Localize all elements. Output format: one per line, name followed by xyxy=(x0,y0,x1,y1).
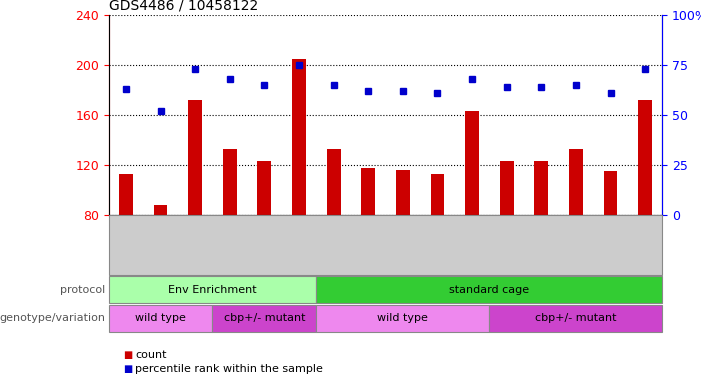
Text: ■: ■ xyxy=(123,364,132,374)
Text: Env Enrichment: Env Enrichment xyxy=(168,285,257,295)
Text: standard cage: standard cage xyxy=(449,285,529,295)
Bar xyxy=(292,59,306,215)
Bar xyxy=(430,174,444,215)
Text: ▶: ▶ xyxy=(107,312,121,325)
Bar xyxy=(223,149,237,215)
Text: wild type: wild type xyxy=(135,313,186,323)
Bar xyxy=(189,100,202,215)
Bar xyxy=(154,205,168,215)
Text: ▶: ▶ xyxy=(107,283,121,296)
Text: ■: ■ xyxy=(123,350,132,360)
Text: cbp+/- mutant: cbp+/- mutant xyxy=(535,313,617,323)
Bar xyxy=(361,167,375,215)
Bar xyxy=(638,100,652,215)
Bar xyxy=(569,149,583,215)
Text: wild type: wild type xyxy=(377,313,428,323)
Bar xyxy=(500,161,514,215)
Bar xyxy=(327,149,341,215)
Text: protocol: protocol xyxy=(60,285,105,295)
Bar xyxy=(396,170,410,215)
Bar xyxy=(465,111,479,215)
Bar xyxy=(604,171,618,215)
Text: genotype/variation: genotype/variation xyxy=(0,313,105,323)
Bar xyxy=(119,174,133,215)
Text: percentile rank within the sample: percentile rank within the sample xyxy=(135,364,323,374)
Text: cbp+/- mutant: cbp+/- mutant xyxy=(224,313,305,323)
Text: count: count xyxy=(135,350,167,360)
Bar xyxy=(257,161,271,215)
Text: GDS4486 / 10458122: GDS4486 / 10458122 xyxy=(109,0,258,13)
Bar xyxy=(534,161,548,215)
